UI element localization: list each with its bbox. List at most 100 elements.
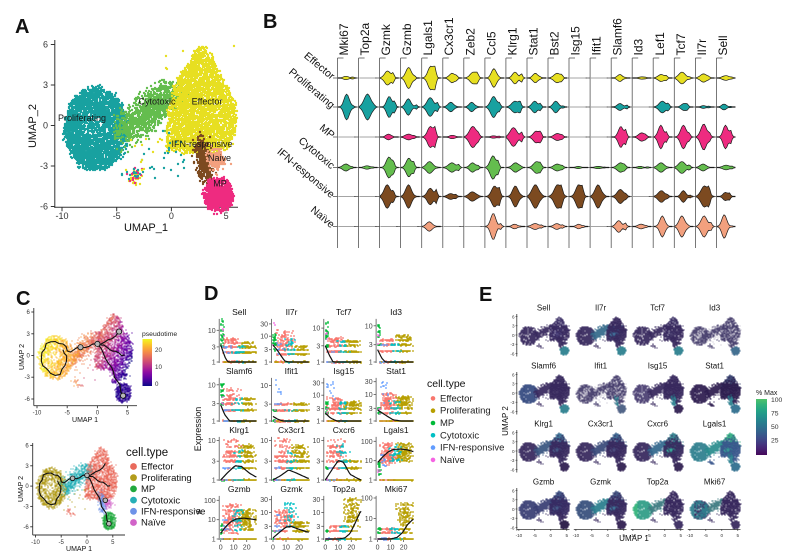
svg-text:10: 10 — [334, 545, 342, 552]
svg-text:-5: -5 — [113, 211, 121, 221]
svg-text:0: 0 — [550, 533, 553, 538]
svg-text:Sell: Sell — [716, 35, 730, 55]
svg-text:3: 3 — [512, 324, 515, 329]
svg-text:Mki67: Mki67 — [385, 484, 408, 494]
svg-text:Expression: Expression — [193, 407, 203, 452]
svg-text:Slamf6: Slamf6 — [226, 366, 253, 376]
svg-text:10: 10 — [208, 382, 216, 389]
svg-text:10: 10 — [260, 383, 268, 390]
svg-text:0: 0 — [512, 449, 515, 454]
svg-text:0: 0 — [96, 411, 100, 417]
svg-text:10: 10 — [313, 510, 321, 517]
svg-text:10: 10 — [230, 545, 238, 552]
svg-text:10: 10 — [365, 392, 373, 399]
svg-text:0: 0 — [219, 545, 223, 552]
svg-text:MP: MP — [317, 122, 337, 141]
svg-text:UMAP 2: UMAP 2 — [18, 476, 25, 502]
svg-text:10: 10 — [260, 438, 268, 445]
svg-text:-3: -3 — [510, 458, 515, 463]
svg-text:Proliferating: Proliferating — [440, 406, 491, 417]
svg-text:-3: -3 — [510, 516, 515, 521]
svg-text:30: 30 — [313, 380, 321, 387]
svg-text:Naïve: Naïve — [440, 455, 465, 466]
svg-text:-3: -3 — [510, 400, 515, 405]
svg-text:Cx3cr1: Cx3cr1 — [442, 17, 456, 55]
svg-text:0: 0 — [664, 533, 667, 538]
svg-text:100: 100 — [361, 439, 373, 446]
svg-text:1: 1 — [369, 419, 373, 426]
svg-text:1: 1 — [212, 478, 216, 485]
svg-text:0: 0 — [271, 545, 275, 552]
svg-text:Slamf6: Slamf6 — [611, 18, 625, 56]
svg-text:1: 1 — [212, 360, 216, 367]
svg-text:25: 25 — [771, 438, 779, 445]
svg-text:Sell: Sell — [537, 304, 551, 313]
svg-text:6: 6 — [43, 40, 48, 50]
svg-text:6: 6 — [25, 443, 29, 449]
svg-text:% Max: % Max — [756, 390, 778, 397]
svg-text:MP: MP — [141, 484, 155, 495]
svg-text:Proliferating: Proliferating — [58, 113, 106, 123]
svg-text:-10: -10 — [33, 411, 42, 417]
svg-text:10: 10 — [260, 510, 268, 517]
svg-text:0: 0 — [323, 545, 327, 552]
svg-text:Lgals1: Lgals1 — [703, 420, 727, 429]
svg-text:3: 3 — [264, 347, 268, 354]
svg-text:-6: -6 — [510, 351, 515, 356]
svg-text:1: 1 — [264, 419, 268, 426]
svg-text:10: 10 — [208, 328, 216, 335]
svg-text:Gzmb: Gzmb — [228, 484, 251, 494]
svg-text:Cxcr6: Cxcr6 — [647, 420, 668, 429]
svg-text:10: 10 — [282, 545, 290, 552]
svg-text:Id3: Id3 — [709, 304, 721, 313]
svg-text:Effector: Effector — [141, 462, 174, 473]
svg-text:5: 5 — [680, 533, 683, 538]
svg-text:Bst2: Bst2 — [548, 31, 562, 55]
svg-text:-3: -3 — [40, 161, 48, 171]
svg-text:Isg15: Isg15 — [569, 26, 583, 56]
svg-text:Cytotoxic: Cytotoxic — [440, 430, 479, 441]
svg-text:3: 3 — [25, 464, 29, 470]
svg-text:-3: -3 — [23, 504, 29, 510]
svg-text:D: D — [204, 283, 218, 305]
svg-text:Lgals1: Lgals1 — [421, 20, 435, 56]
svg-text:-6: -6 — [510, 467, 515, 472]
svg-text:3: 3 — [212, 459, 216, 466]
svg-text:cell.type: cell.type — [427, 378, 466, 390]
svg-text:-3: -3 — [510, 342, 515, 347]
svg-text:Ifit1: Ifit1 — [590, 36, 604, 56]
svg-text:Sell: Sell — [232, 307, 246, 317]
svg-text:Isg15: Isg15 — [333, 366, 354, 376]
svg-text:Stat1: Stat1 — [705, 362, 724, 371]
svg-text:30: 30 — [365, 379, 373, 386]
svg-text:0: 0 — [155, 381, 159, 388]
svg-text:6: 6 — [512, 488, 515, 493]
svg-text:0: 0 — [512, 391, 515, 396]
svg-text:E: E — [479, 284, 492, 306]
svg-text:-6: -6 — [40, 202, 48, 212]
svg-text:10: 10 — [313, 438, 321, 445]
svg-text:5: 5 — [737, 533, 740, 538]
svg-text:1: 1 — [264, 360, 268, 367]
svg-text:6: 6 — [512, 430, 515, 435]
svg-text:5: 5 — [224, 211, 229, 221]
svg-text:3: 3 — [316, 459, 320, 466]
svg-text:10: 10 — [313, 393, 321, 400]
svg-text:1: 1 — [369, 537, 373, 544]
svg-text:-6: -6 — [24, 397, 30, 403]
svg-text:3: 3 — [316, 524, 320, 531]
svg-text:-10: -10 — [630, 533, 637, 538]
svg-text:-5: -5 — [533, 533, 538, 538]
svg-text:IFN-responsive: IFN-responsive — [141, 507, 205, 518]
svg-text:0: 0 — [43, 121, 48, 131]
svg-text:Effector: Effector — [440, 393, 473, 404]
svg-text:Naive: Naive — [208, 153, 231, 163]
svg-text:20: 20 — [400, 545, 408, 552]
svg-text:Top2a: Top2a — [332, 484, 355, 494]
svg-text:5: 5 — [566, 533, 569, 538]
svg-text:Top2a: Top2a — [358, 22, 372, 55]
svg-text:Stat1: Stat1 — [527, 27, 541, 55]
svg-text:100: 100 — [771, 397, 783, 404]
svg-text:a: a — [196, 506, 201, 516]
svg-text:10: 10 — [387, 545, 395, 552]
